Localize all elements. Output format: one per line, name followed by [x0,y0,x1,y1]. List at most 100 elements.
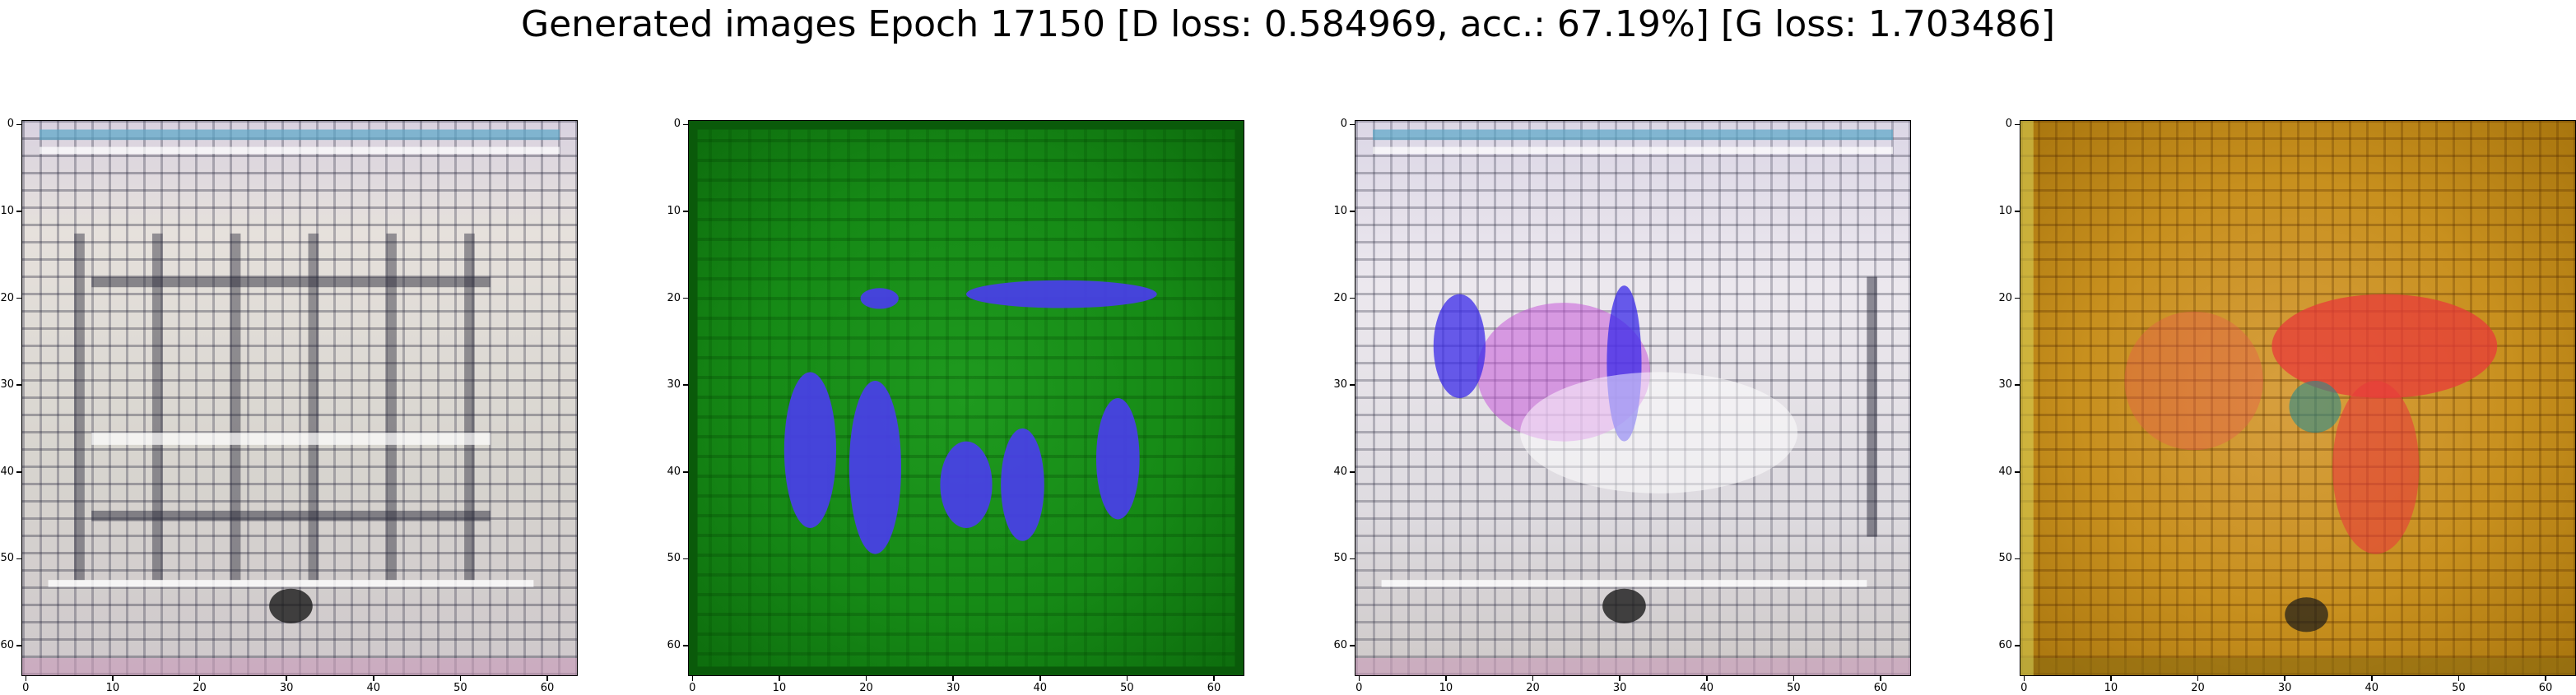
x-tick-mark [1532,676,1534,681]
x-tick-mark [459,676,462,681]
y-tick-mark [16,558,21,560]
y-tick-label: 60 [667,639,681,652]
x-tick-label: 30 [279,682,294,694]
y-tick-mark [1350,471,1355,473]
x-tick-mark [112,676,114,681]
x-tick-label: 50 [1120,682,1134,694]
y-tick-mark [16,297,21,299]
y-tick-label: 10 [0,204,14,217]
y-tick-label: 60 [0,639,14,652]
y-tick-label: 50 [1333,552,1347,565]
y-tick-label: 30 [667,378,681,392]
x-tick-mark [1126,676,1128,681]
y-tick-label: 10 [667,204,681,217]
y-tick-mark [16,123,21,126]
x-tick-mark [1039,676,1041,681]
x-tick-mark [865,676,867,681]
y-tick-label: 40 [1333,465,1347,478]
y-tick-label: 60 [1998,639,2012,652]
x-tick-label: 10 [772,682,787,694]
x-tick-mark [2545,676,2546,681]
y-tick-mark [16,645,21,646]
x-tick-label: 0 [2020,682,2028,694]
x-tick-mark [1619,676,1620,681]
image-content [2020,121,2575,675]
y-tick-label: 50 [667,552,681,565]
y-tick-mark [683,558,688,560]
y-tick-mark [2015,645,2020,646]
generated-image-4 [2020,120,2576,676]
x-tick-mark [2371,676,2373,681]
image-pixels [689,121,1244,675]
x-tick-mark [1880,676,1881,681]
y-tick-label: 10 [1998,204,2012,217]
y-tick-mark [2015,471,2020,473]
x-tick-label: 0 [1355,682,1363,694]
y-tick-mark [2015,211,2020,212]
x-tick-label: 10 [1439,682,1453,694]
x-tick-label: 40 [1700,682,1714,694]
y-tick-mark [683,211,688,212]
x-tick-mark [1358,676,1360,681]
y-tick-label: 30 [0,378,14,392]
image-content [22,129,577,675]
x-tick-mark [1706,676,1708,681]
figure-title: Generated images Epoch 17150 [D loss: 0.… [520,3,2056,45]
x-tick-label: 30 [2277,682,2292,694]
x-tick-mark [779,676,780,681]
x-tick-label: 0 [689,682,696,694]
y-tick-label: 0 [7,118,14,131]
x-tick-label: 20 [859,682,873,694]
y-tick-label: 40 [667,465,681,478]
y-tick-label: 40 [0,465,14,478]
x-tick-mark [1445,676,1447,681]
y-tick-label: 20 [1333,291,1347,304]
x-tick-label: 0 [22,682,30,694]
y-tick-mark [2015,123,2020,126]
y-tick-mark [2015,558,2020,560]
y-tick-label: 60 [1333,639,1347,652]
y-tick-mark [1350,645,1355,646]
x-tick-mark [198,676,201,681]
y-tick-label: 0 [2005,118,2012,131]
y-tick-label: 30 [1998,378,2012,392]
generated-image-1 [21,120,578,676]
x-tick-mark [1793,676,1795,681]
x-tick-label: 60 [2538,682,2553,694]
x-tick-mark [546,676,548,681]
x-tick-mark [1213,676,1215,681]
x-tick-label: 50 [1787,682,1801,694]
x-tick-label: 10 [2104,682,2118,694]
y-tick-label: 30 [1333,378,1347,392]
x-tick-label: 40 [1033,682,1048,694]
y-tick-label: 0 [673,118,681,131]
x-tick-label: 10 [105,682,120,694]
y-tick-label: 40 [1998,465,2012,478]
y-tick-mark [16,211,21,212]
y-tick-mark [1350,211,1355,212]
image-content [1355,129,1910,675]
x-tick-mark [2197,676,2199,681]
x-tick-mark [691,676,694,681]
y-tick-mark [2015,297,2020,299]
y-tick-label: 20 [0,291,14,304]
x-tick-label: 20 [1526,682,1540,694]
y-tick-label: 0 [1340,118,1347,131]
x-tick-label: 60 [1207,682,1221,694]
y-tick-mark [2015,384,2020,386]
x-tick-mark [952,676,954,681]
y-tick-mark [683,384,688,386]
x-tick-mark [2110,676,2112,681]
x-tick-mark [373,676,374,681]
x-tick-label: 60 [540,682,555,694]
y-tick-mark [683,123,688,126]
x-tick-mark [25,676,27,681]
x-tick-label: 20 [2191,682,2205,694]
y-tick-label: 20 [1998,291,2012,304]
x-tick-label: 50 [453,682,467,694]
generated-image-2 [688,120,1244,676]
y-tick-mark [683,645,688,646]
y-tick-mark [1350,558,1355,560]
x-tick-label: 40 [2364,682,2379,694]
y-tick-label: 20 [667,291,681,304]
